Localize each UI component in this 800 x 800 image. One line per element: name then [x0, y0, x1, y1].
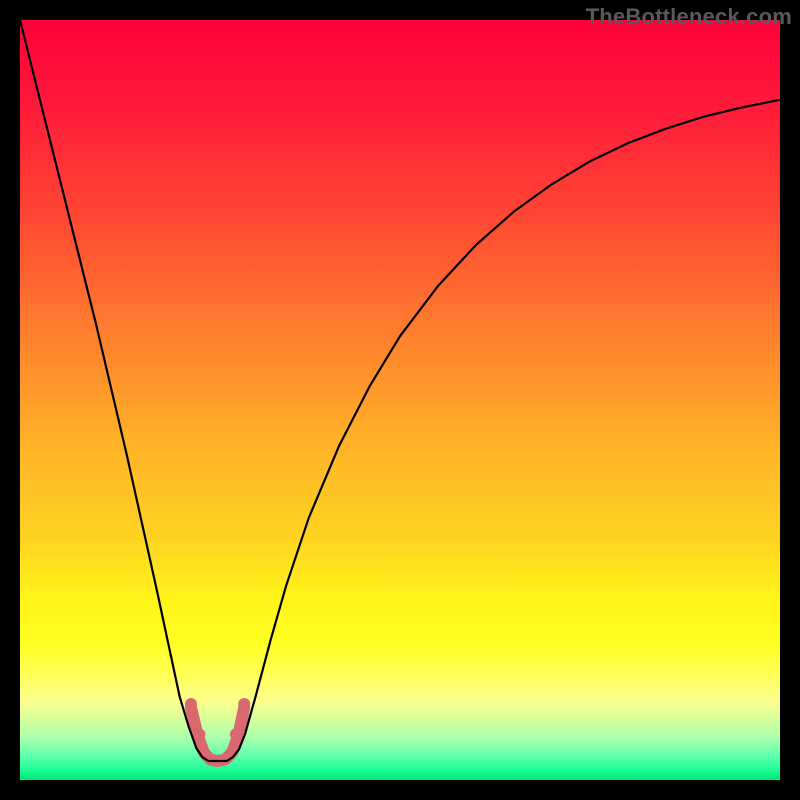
- plot-background: [20, 20, 780, 780]
- highlight-dot: [185, 698, 197, 710]
- bottleneck-curve-chart: [0, 0, 800, 800]
- highlight-dot: [193, 728, 205, 740]
- chart-container: TheBottleneck.com: [0, 0, 800, 800]
- watermark-text: TheBottleneck.com: [586, 4, 792, 30]
- highlight-dot: [238, 698, 250, 710]
- highlight-dot: [230, 728, 242, 740]
